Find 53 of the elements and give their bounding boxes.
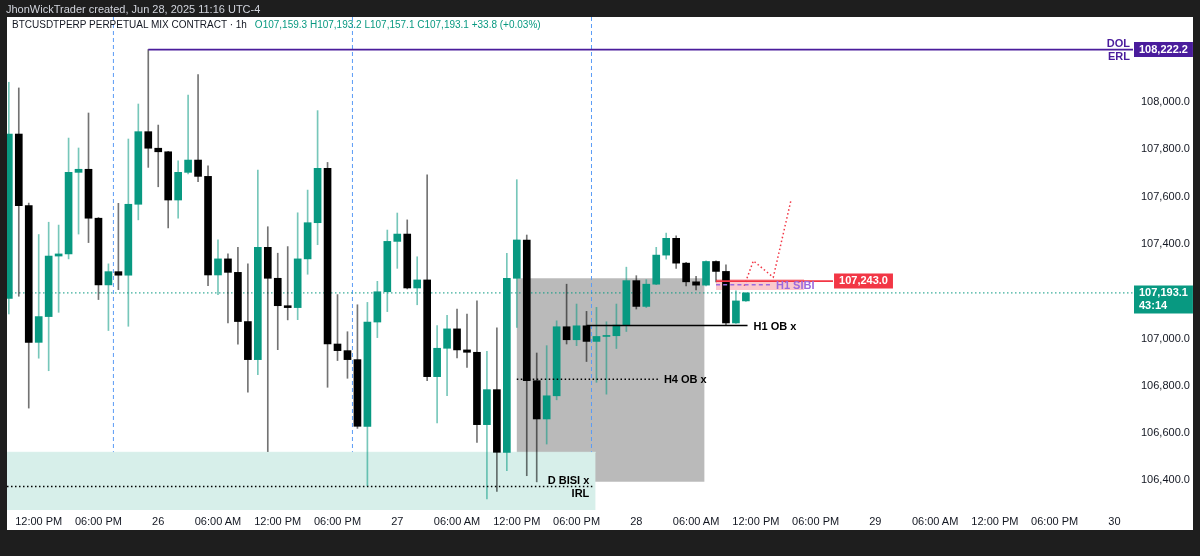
series-label: DOL ERL (1106, 36, 1131, 62)
y-tick-label: 107,000.0 (1141, 331, 1190, 344)
candlestick (443, 315, 451, 396)
x-tick-label: 28 (630, 514, 643, 527)
x-tick-label: 06:00 AM (433, 514, 481, 527)
series-label: H1 SIBI (775, 278, 815, 291)
y-tick-label: 107,800.0 (1141, 142, 1190, 155)
candlestick (144, 49, 153, 168)
x-tick-label: 06:00 PM (74, 514, 123, 527)
x-tick-label: 12:00 PM (732, 514, 780, 527)
y-tick-label: 107,600.0 (1141, 189, 1190, 202)
x-tick-label: 12:00 PM (971, 514, 1019, 527)
x-tick-label: 06:00 PM (313, 514, 362, 527)
x-tick-label: 30 (1108, 514, 1121, 527)
x-tick-label: 06:00 AM (672, 514, 720, 527)
data-label: 108,222.2 (1139, 42, 1188, 55)
y-tick-label: 106,600.0 (1141, 426, 1190, 439)
candlestick (34, 234, 43, 359)
y-tick-label: 106,800.0 (1141, 378, 1190, 391)
series-label: H1 OB x (753, 319, 798, 332)
x-tick-label: 12:00 PM (254, 514, 302, 527)
candlestick (413, 256, 422, 306)
data-label: 107,243.0 (839, 274, 888, 287)
candlestick (283, 246, 292, 321)
y-tick-label: 108,000.0 (1141, 95, 1190, 108)
candlestick (154, 124, 163, 188)
x-tick-label: 06:00 AM (194, 514, 242, 527)
x-tick-label: 12:00 PM (493, 514, 541, 527)
x-tick-label: 06:00 PM (792, 514, 840, 527)
chart-subtitle: O107,159.3 H107,193.2 L107,157.1 C107,193.1 +33.8 (+0.03%) (254, 19, 541, 30)
candlestick (263, 226, 272, 452)
x-tick-label: 06:00 PM (553, 514, 601, 527)
x-tick-label: 27 (391, 514, 404, 527)
line-series (743, 200, 792, 287)
chart-title: BTCUSDTPERP PERPETUAL MIX CONTRACT · 1h (12, 19, 247, 30)
x-tick-label: 26 (152, 514, 165, 527)
x-tick-label: 12:00 PM (15, 514, 63, 527)
candlestick (184, 94, 192, 175)
series-label: H4 OB x (663, 373, 708, 386)
series-label: D BISI x IRL (547, 473, 591, 499)
candlestick (224, 253, 232, 324)
x-tick-label: 29 (869, 514, 882, 527)
x-tick-label: 06:00 AM (911, 514, 959, 527)
x-tick-label: 06:00 PM (1031, 514, 1079, 527)
candlestick (393, 212, 402, 269)
text: JhonWickTrader created, Jun 28, 2025 11:16 UTC-4 (6, 2, 261, 16)
candlestick (542, 345, 551, 445)
ref-line-label: 107,193.1 43:14 (1139, 285, 1188, 311)
y-tick-label: 106,400.0 (1141, 473, 1190, 486)
y-tick-label: 107,400.0 (1141, 237, 1190, 250)
candlestick (194, 74, 202, 182)
candlestick (483, 351, 491, 500)
candlestick (463, 313, 471, 368)
